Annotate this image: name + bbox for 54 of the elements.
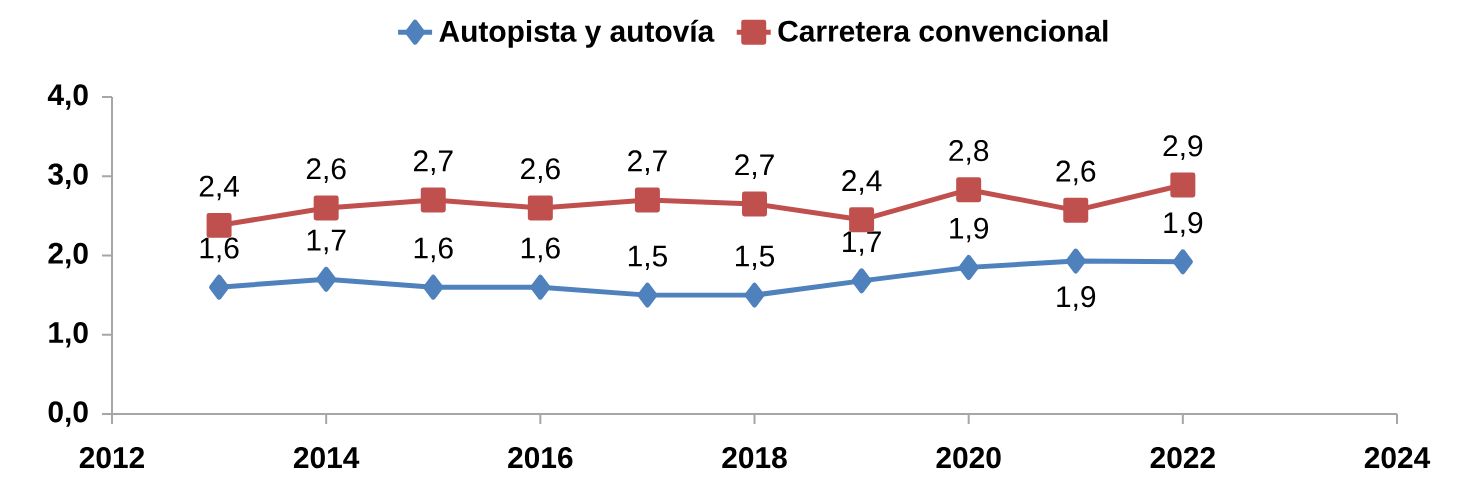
- data-label: 1,9: [950, 217, 989, 243]
- point: [742, 191, 767, 217]
- data-label: 1,5: [628, 245, 667, 271]
- point: [423, 274, 444, 300]
- point: [637, 282, 658, 308]
- point: [316, 266, 337, 292]
- data-label: 2,7: [735, 154, 774, 179]
- point: [1065, 248, 1086, 274]
- legend-label: Carretera convencional: [778, 19, 1108, 42]
- data-label: 2,4: [842, 170, 882, 195]
- point: [1063, 197, 1089, 223]
- point: [851, 268, 872, 294]
- point: [1170, 172, 1196, 198]
- data-label: 2,7: [628, 150, 667, 175]
- data-label: 1,7: [307, 229, 346, 255]
- data-label: 2,6: [521, 158, 560, 183]
- y-tick-label: 3,0: [48, 163, 88, 189]
- y-tick-label: 2,0: [48, 242, 88, 269]
- data-label: 2,4: [199, 175, 239, 201]
- legend-label: Autopista y autovía: [439, 19, 715, 48]
- x-tick-label: 2018: [722, 447, 787, 469]
- data-label: 1,5: [736, 245, 775, 271]
- point: [530, 274, 551, 300]
- data-label: 2,9: [1163, 135, 1203, 160]
- point: [420, 187, 446, 213]
- data-label: 1,7: [843, 231, 881, 256]
- point: [206, 212, 232, 238]
- point: [313, 195, 339, 221]
- x-tick-label: 2014: [293, 447, 360, 469]
- x-tick-label: 2022: [1150, 447, 1215, 469]
- x-tick-label: 2024: [1364, 447, 1431, 469]
- data-label: 1,9: [1057, 286, 1096, 311]
- data-label: 1,6: [521, 237, 560, 263]
- data-label: 2,6: [1056, 160, 1096, 186]
- data-label: 2,7: [413, 150, 453, 175]
- x-tick-label: 2020: [936, 447, 1001, 469]
- y-tick-label: 0,0: [48, 401, 88, 427]
- point: [956, 177, 982, 203]
- data-label: 1,6: [414, 237, 453, 263]
- point: [634, 187, 660, 213]
- point: [1172, 249, 1193, 275]
- y-tick-label: 4,0: [47, 84, 88, 110]
- point: [958, 254, 979, 280]
- data-label: 1,9: [1164, 212, 1203, 237]
- y-tick-label: 1,0: [49, 321, 88, 348]
- data-label: 2,6: [306, 158, 346, 183]
- data-label: 2,8: [949, 139, 989, 165]
- data-label: 1,6: [200, 237, 239, 263]
- point: [744, 282, 765, 308]
- x-tick-label: 2016: [508, 447, 573, 469]
- point: [527, 195, 553, 221]
- point: [209, 274, 230, 300]
- x-tick-label: 2012: [79, 447, 145, 469]
- point: [849, 207, 875, 233]
